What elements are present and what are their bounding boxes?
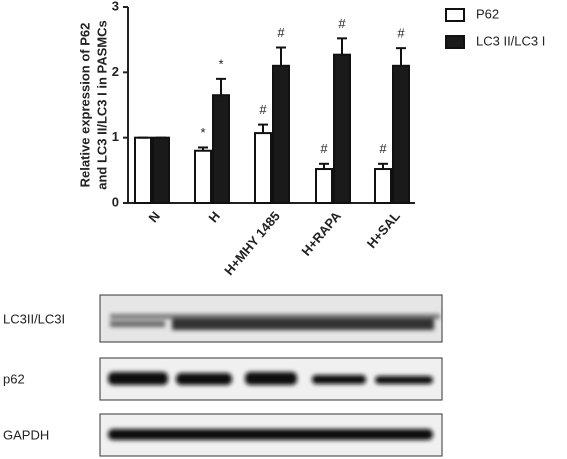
y-tick-label: 3 <box>112 0 119 13</box>
error-bar <box>258 123 268 134</box>
error-bar <box>319 162 329 170</box>
bar <box>212 94 230 204</box>
bands <box>108 314 440 440</box>
bar <box>152 136 170 205</box>
x-tick-label: H+MHY 1485 <box>221 208 283 278</box>
bar <box>134 136 152 205</box>
y-axis-label: Relative expression of P62 <box>77 23 92 188</box>
western-blot <box>99 294 443 457</box>
legend-label: LC3 II/LC3 I <box>476 33 545 48</box>
blot-label: GAPDH <box>3 427 49 442</box>
significance-mark: # <box>320 141 328 156</box>
error-bar <box>337 37 347 55</box>
blot-label: LC3II/LC3I <box>3 311 65 326</box>
significance-mark: # <box>259 102 267 117</box>
significance-mark: # <box>277 25 285 40</box>
bar <box>315 168 333 205</box>
y-tick-label: 2 <box>112 64 119 79</box>
bar <box>374 168 392 205</box>
bar <box>194 149 212 205</box>
error-bar <box>378 162 388 170</box>
y-tick-label: 1 <box>112 129 119 144</box>
bar <box>333 53 351 205</box>
x-tick-label: N <box>145 208 163 225</box>
error-bar <box>276 46 286 66</box>
significance-mark: * <box>200 125 205 140</box>
error-bar <box>396 47 406 66</box>
significance-mark: # <box>397 26 405 41</box>
x-tick-label: H <box>205 208 223 225</box>
x-tick-label: H+RAPA <box>298 208 344 259</box>
y-tick-label: 0 <box>112 194 119 209</box>
bar <box>254 132 272 205</box>
significance-mark: # <box>379 141 387 156</box>
legend-label: P62 <box>476 6 499 21</box>
bar <box>272 64 290 204</box>
legend-swatch <box>445 35 465 49</box>
x-tick-label: H+SAL <box>364 208 403 251</box>
significance-mark: # <box>338 16 346 31</box>
blot-label: p62 <box>3 371 25 386</box>
bar <box>392 64 410 204</box>
significance-mark: * <box>218 56 223 71</box>
y-axis-label: and LC3 II/LC3 I in PASMCs <box>94 20 109 190</box>
error-bar <box>198 146 208 151</box>
error-bar <box>216 77 226 96</box>
legend-swatch <box>445 8 465 22</box>
